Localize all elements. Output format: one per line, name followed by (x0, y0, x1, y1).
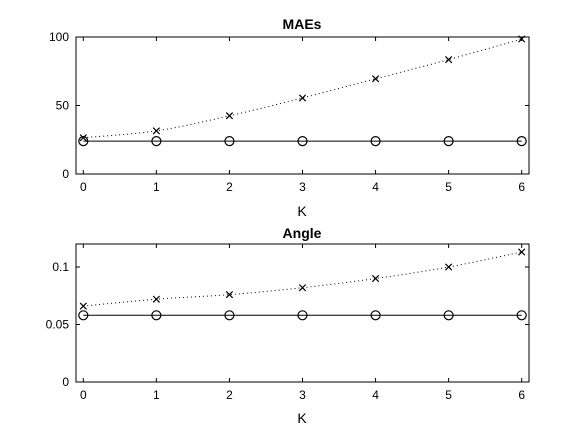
data-point-x-marker (518, 248, 526, 256)
chart-angle: Angle K 0 1 2 3 4 5 6 0 0.05 0.1 (46, 225, 530, 426)
data-point-x-marker (445, 263, 453, 271)
data-point-circle-marker (224, 136, 235, 147)
marker-stroke (298, 284, 307, 292)
data-point-circle-marker (297, 136, 308, 147)
y-tick-label: 0.05 (46, 318, 70, 332)
y-tick-label: 0 (62, 375, 69, 389)
series-line-dotted (83, 38, 522, 139)
data-point-x-marker (371, 274, 380, 283)
marker-stroke (518, 35, 526, 43)
marker-stroke (445, 263, 453, 271)
data-point-circle-marker (151, 136, 162, 147)
y-tick-label: 0 (62, 167, 69, 181)
marker-stroke (225, 112, 234, 120)
data-point-x-marker (371, 75, 380, 83)
x-tick-label: 5 (445, 388, 452, 402)
data-point-x-marker (518, 35, 526, 43)
x-tick-label: 6 (518, 388, 525, 402)
x-tick-label: 2 (226, 180, 233, 194)
x-tick-label: 4 (372, 180, 379, 194)
data-point-x-marker (152, 295, 160, 303)
x-tick-label: 6 (518, 180, 525, 194)
axes-box (75, 36, 530, 175)
x-axis-label: K (297, 203, 307, 219)
y-tick-label: 50 (56, 99, 70, 113)
data-point-x-marker (225, 290, 234, 299)
x-axis-label: K (297, 410, 307, 426)
data-point-circle-marker (370, 310, 381, 321)
data-point-circle-marker (151, 310, 162, 321)
marker-stroke (518, 248, 526, 256)
marker-stroke (152, 295, 160, 303)
series-line-dotted (83, 251, 522, 307)
y-tick-label: 100 (49, 30, 69, 44)
data-point-circle-marker (297, 310, 308, 321)
data-point-x-marker (298, 284, 307, 292)
data-point-x-marker (152, 127, 160, 135)
data-point-circle-marker (370, 136, 381, 147)
data-point-circle-marker (443, 136, 454, 147)
marker-stroke (152, 127, 160, 135)
data-point-circle-marker (78, 310, 89, 321)
x-tick-label: 1 (153, 388, 160, 402)
x-tick-label: 4 (372, 388, 379, 402)
x-tick-label: 3 (299, 388, 306, 402)
chart-mae: MAEs K 0 1 2 3 4 5 6 0 50 100 (49, 16, 530, 219)
marker-stroke (79, 302, 87, 310)
data-point-circle-marker (78, 136, 89, 147)
marker-stroke (445, 55, 453, 64)
y-tick-label: 0.1 (52, 260, 69, 274)
data-point-x-marker (298, 94, 307, 102)
data-point-circle-marker (443, 310, 454, 321)
data-point-x-marker (79, 134, 87, 142)
data-point-circle-marker (516, 136, 527, 147)
x-tick-label: 1 (153, 180, 160, 194)
marker-stroke (225, 290, 234, 299)
x-tick-label: 0 (80, 180, 87, 194)
marker-stroke (298, 94, 307, 102)
marker-stroke (371, 274, 380, 283)
chart-title: MAEs (283, 16, 322, 32)
data-point-circle-marker (516, 310, 527, 321)
data-point-x-marker (445, 55, 453, 64)
chart-title: Angle (283, 225, 322, 241)
data-point-x-marker (225, 112, 234, 120)
x-tick-label: 0 (80, 388, 87, 402)
x-tick-label: 5 (445, 180, 452, 194)
x-tick-label: 2 (226, 388, 233, 402)
marker-stroke (79, 134, 87, 142)
x-tick-label: 3 (299, 180, 306, 194)
marker-stroke (371, 75, 380, 83)
data-point-x-marker (79, 302, 87, 310)
data-point-circle-marker (224, 310, 235, 321)
